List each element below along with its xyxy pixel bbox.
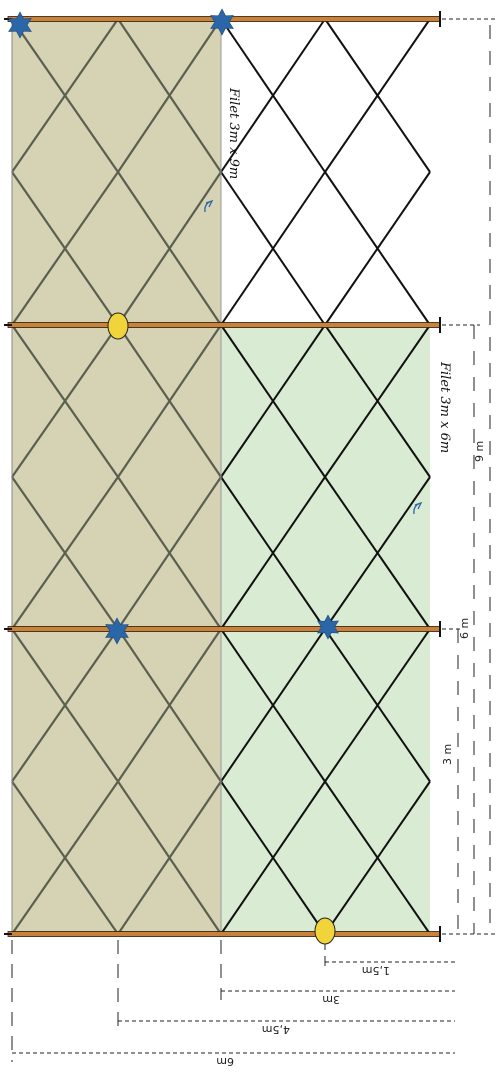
- cross-line: [117, 628, 222, 783]
- blue-star-icon: [317, 614, 339, 640]
- bottom-dimension-guides: [11, 940, 455, 1062]
- net-3x9-crossing-lines: [11, 18, 222, 935]
- support-cable: [7, 322, 441, 328]
- dim-right-3m: 3 m: [441, 744, 454, 765]
- blue-star-icon: [210, 8, 234, 36]
- net-3x9-label: Filet 3m x 9m: [226, 87, 241, 179]
- cross-line: [220, 18, 326, 173]
- cross-line: [324, 780, 431, 935]
- net-3x9-arrow-icon: [204, 199, 214, 213]
- dim-bottom-3m: 3m: [322, 993, 340, 1006]
- cross-line: [324, 628, 431, 783]
- cross-line: [11, 18, 119, 173]
- right-dimension-guides: [442, 18, 497, 935]
- net-3x6-label: Filet 3m x 6m: [437, 361, 452, 453]
- cross-line: [117, 476, 222, 630]
- yellow-oval-icon: [314, 917, 336, 945]
- cross-line: [11, 476, 119, 630]
- dim-bottom-6m: 6m: [216, 1055, 234, 1068]
- cross-line: [11, 324, 119, 478]
- net-3x6-crossing-lines: [220, 18, 431, 935]
- cross-line: [11, 628, 119, 783]
- dim-bottom-4-5m: 4,5m: [262, 1023, 290, 1036]
- yellow-oval-icon: [107, 312, 129, 340]
- blue-star-icon: [105, 617, 129, 645]
- cross-line: [220, 780, 326, 935]
- cross-line: [324, 324, 431, 478]
- cross-line: [117, 18, 222, 173]
- cross-line: [11, 780, 119, 935]
- cross-line: [220, 628, 326, 783]
- cross-line: [117, 780, 222, 935]
- support-cable: [7, 626, 441, 632]
- markers: [8, 8, 339, 945]
- cross-line: [220, 324, 326, 478]
- cross-line: [324, 476, 431, 630]
- cross-line: [324, 18, 431, 173]
- cross-line: [117, 324, 222, 478]
- cross-line: [11, 171, 119, 326]
- dim-right-9m: 9 m: [473, 441, 486, 462]
- cross-line: [117, 171, 222, 326]
- net-3x6-arrow-icon: [413, 501, 423, 515]
- cross-line: [220, 171, 326, 326]
- cross-line: [324, 171, 431, 326]
- support-cable: [7, 931, 441, 937]
- dim-bottom-1-5m: 1,5m: [362, 964, 390, 977]
- cross-line: [220, 476, 326, 630]
- dim-right-6m: 6 m: [458, 618, 471, 639]
- blue-star-icon: [8, 11, 32, 39]
